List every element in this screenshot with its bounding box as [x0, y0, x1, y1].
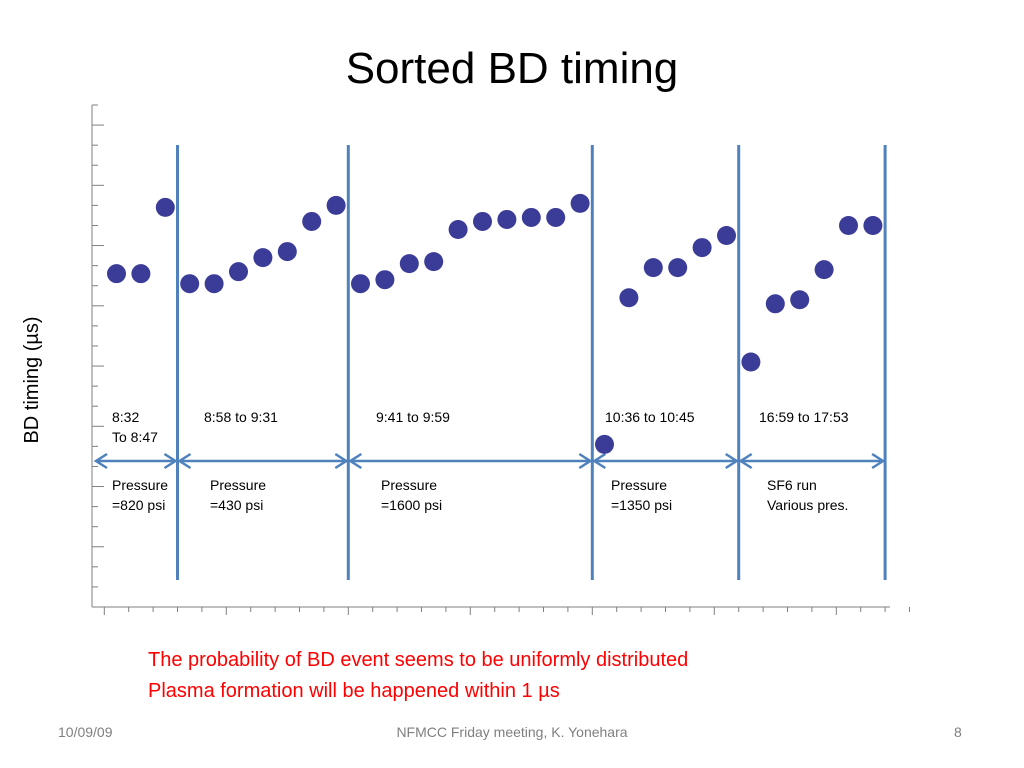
data-points [107, 193, 883, 454]
group-condition-label: Various pres. [767, 497, 848, 513]
group-condition-label: Pressure [112, 477, 168, 493]
data-point [448, 219, 468, 239]
data-point [717, 226, 736, 246]
footer-page-number: 8 [954, 724, 962, 740]
note-uniform-distribution: The probability of BD event seems to be … [148, 649, 689, 671]
group-span-arrows [93, 452, 886, 470]
group-time-label: 8:32 [112, 409, 139, 425]
data-point [326, 195, 346, 215]
span-arrow-right-head [163, 452, 178, 470]
group-condition-label: Pressure [210, 477, 266, 493]
data-point [424, 252, 444, 272]
data-point [595, 434, 614, 454]
span-arrow-right-head [578, 452, 593, 470]
data-point [521, 207, 541, 227]
span-arrow-right-head [334, 452, 349, 470]
span-arrow-left-head [591, 452, 606, 470]
data-point [229, 262, 248, 282]
data-point [375, 270, 395, 290]
data-point [546, 207, 566, 227]
data-point [399, 254, 419, 274]
footer-meeting: NFMCC Friday meeting, K. Yonehara [396, 724, 628, 740]
data-point [790, 290, 810, 310]
span-arrow-right-head [871, 452, 886, 470]
slide-title: Sorted BD timing [345, 44, 679, 93]
data-point [570, 193, 590, 213]
group-condition-label: =1600 psi [381, 497, 442, 513]
group-time-label: 10:36 to 10:45 [605, 409, 695, 425]
data-point [351, 274, 370, 294]
group-time-label: 9:41 to 9:59 [376, 409, 450, 425]
data-point [204, 274, 224, 294]
data-point [302, 211, 322, 231]
group-condition-label: SF6 run [767, 477, 817, 493]
data-point [741, 352, 761, 372]
span-arrow-left-head [347, 452, 362, 470]
data-point [473, 211, 492, 231]
axes [91, 104, 910, 615]
data-point [180, 274, 200, 294]
data-point [155, 197, 175, 217]
group-condition-label: Pressure [611, 477, 667, 493]
group-time-label: To 8:47 [112, 429, 158, 445]
data-point [863, 215, 883, 235]
data-point [131, 264, 151, 284]
group-condition-label: =820 psi [112, 497, 165, 513]
data-point [107, 264, 126, 284]
group-labels: 8:32 To 8:47 Pressure =820 psi 8:58 to 9:31 P… [112, 409, 849, 513]
data-point [692, 238, 712, 258]
group-condition-label: Pressure [381, 477, 437, 493]
data-point [643, 258, 663, 278]
footer-date: 10/09/09 [58, 724, 113, 740]
note-plasma-formation: Plasma formation will be happened within… [148, 680, 560, 702]
group-condition-label: =1350 psi [611, 497, 672, 513]
data-point [668, 258, 688, 278]
group-time-label: 16:59 to 17:53 [759, 409, 849, 425]
span-arrow-right-head [725, 452, 740, 470]
span-arrow-left-head [738, 452, 753, 470]
data-point [253, 248, 273, 268]
data-point [619, 288, 639, 308]
data-point [814, 260, 834, 280]
data-point [277, 242, 297, 262]
group-dividers [176, 145, 887, 580]
group-condition-label: =430 psi [210, 497, 263, 513]
span-arrow-left-head [177, 452, 192, 470]
data-point [839, 215, 858, 235]
group-time-label: 8:58 to 9:31 [204, 409, 278, 425]
span-arrow-left-head [93, 452, 108, 470]
data-point [497, 209, 517, 229]
data-point [765, 294, 785, 314]
y-axis-label: BD timing (µs) [21, 316, 43, 443]
